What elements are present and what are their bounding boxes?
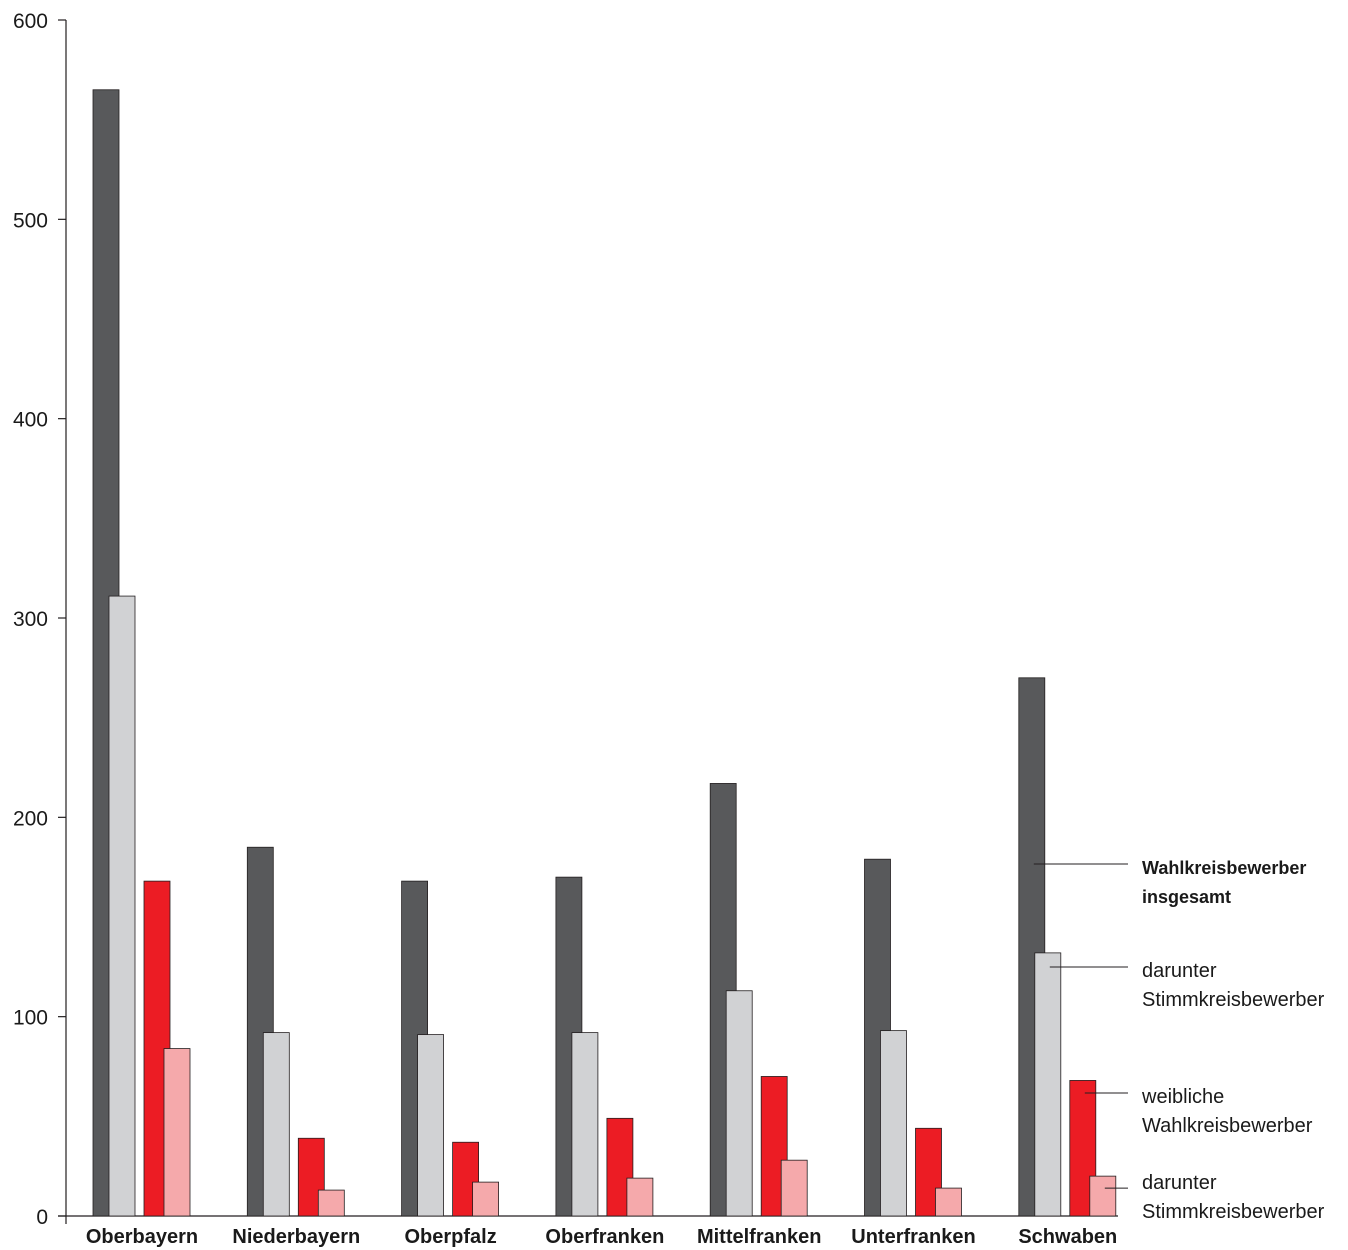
category-label: Oberbayern — [86, 1226, 198, 1248]
y-tick-label: 500 — [13, 209, 48, 232]
bar — [317, 1189, 345, 1217]
legend-label: Stimmkreisbewerber — [1142, 989, 1325, 1011]
y-tick-label: 400 — [13, 409, 48, 432]
y-tick-label: 200 — [13, 807, 48, 830]
bar — [108, 595, 136, 1217]
bar — [626, 1177, 654, 1217]
bar — [880, 1030, 907, 1217]
bar — [935, 1187, 962, 1217]
bar — [780, 1159, 808, 1217]
bar — [1089, 1175, 1117, 1217]
legend-label: Wahlkreisbewerber — [1142, 1115, 1313, 1137]
category-label: Oberpfalz — [404, 1226, 496, 1248]
legend-label: weibliche — [1141, 1086, 1224, 1108]
y-tick-label: 0 — [36, 1206, 48, 1229]
category-label: Mittelfranken — [697, 1226, 821, 1248]
bar — [417, 1034, 445, 1217]
category-label: Niederbayern — [232, 1226, 360, 1248]
y-tick-label: 600 — [13, 10, 48, 33]
bar — [1034, 952, 1062, 1217]
category-label: Unterfranken — [851, 1226, 975, 1248]
y-tick-label: 300 — [13, 608, 48, 631]
legend-label: Stimmkreisbewerber — [1142, 1201, 1325, 1223]
legend-label: darunter — [1142, 1172, 1217, 1194]
bar — [571, 1032, 599, 1217]
bar — [725, 990, 753, 1217]
category-label: Schwaben — [1018, 1226, 1117, 1248]
legend-label: Wahlkreisbewerber — [1142, 858, 1306, 878]
y-tick-label: 100 — [13, 1007, 48, 1030]
category-label: Oberfranken — [545, 1226, 664, 1248]
bar — [163, 1048, 191, 1217]
bar — [262, 1032, 290, 1217]
legend-label: insgesamt — [1142, 887, 1231, 907]
bar — [472, 1181, 500, 1217]
legend-label: darunter — [1142, 960, 1217, 982]
